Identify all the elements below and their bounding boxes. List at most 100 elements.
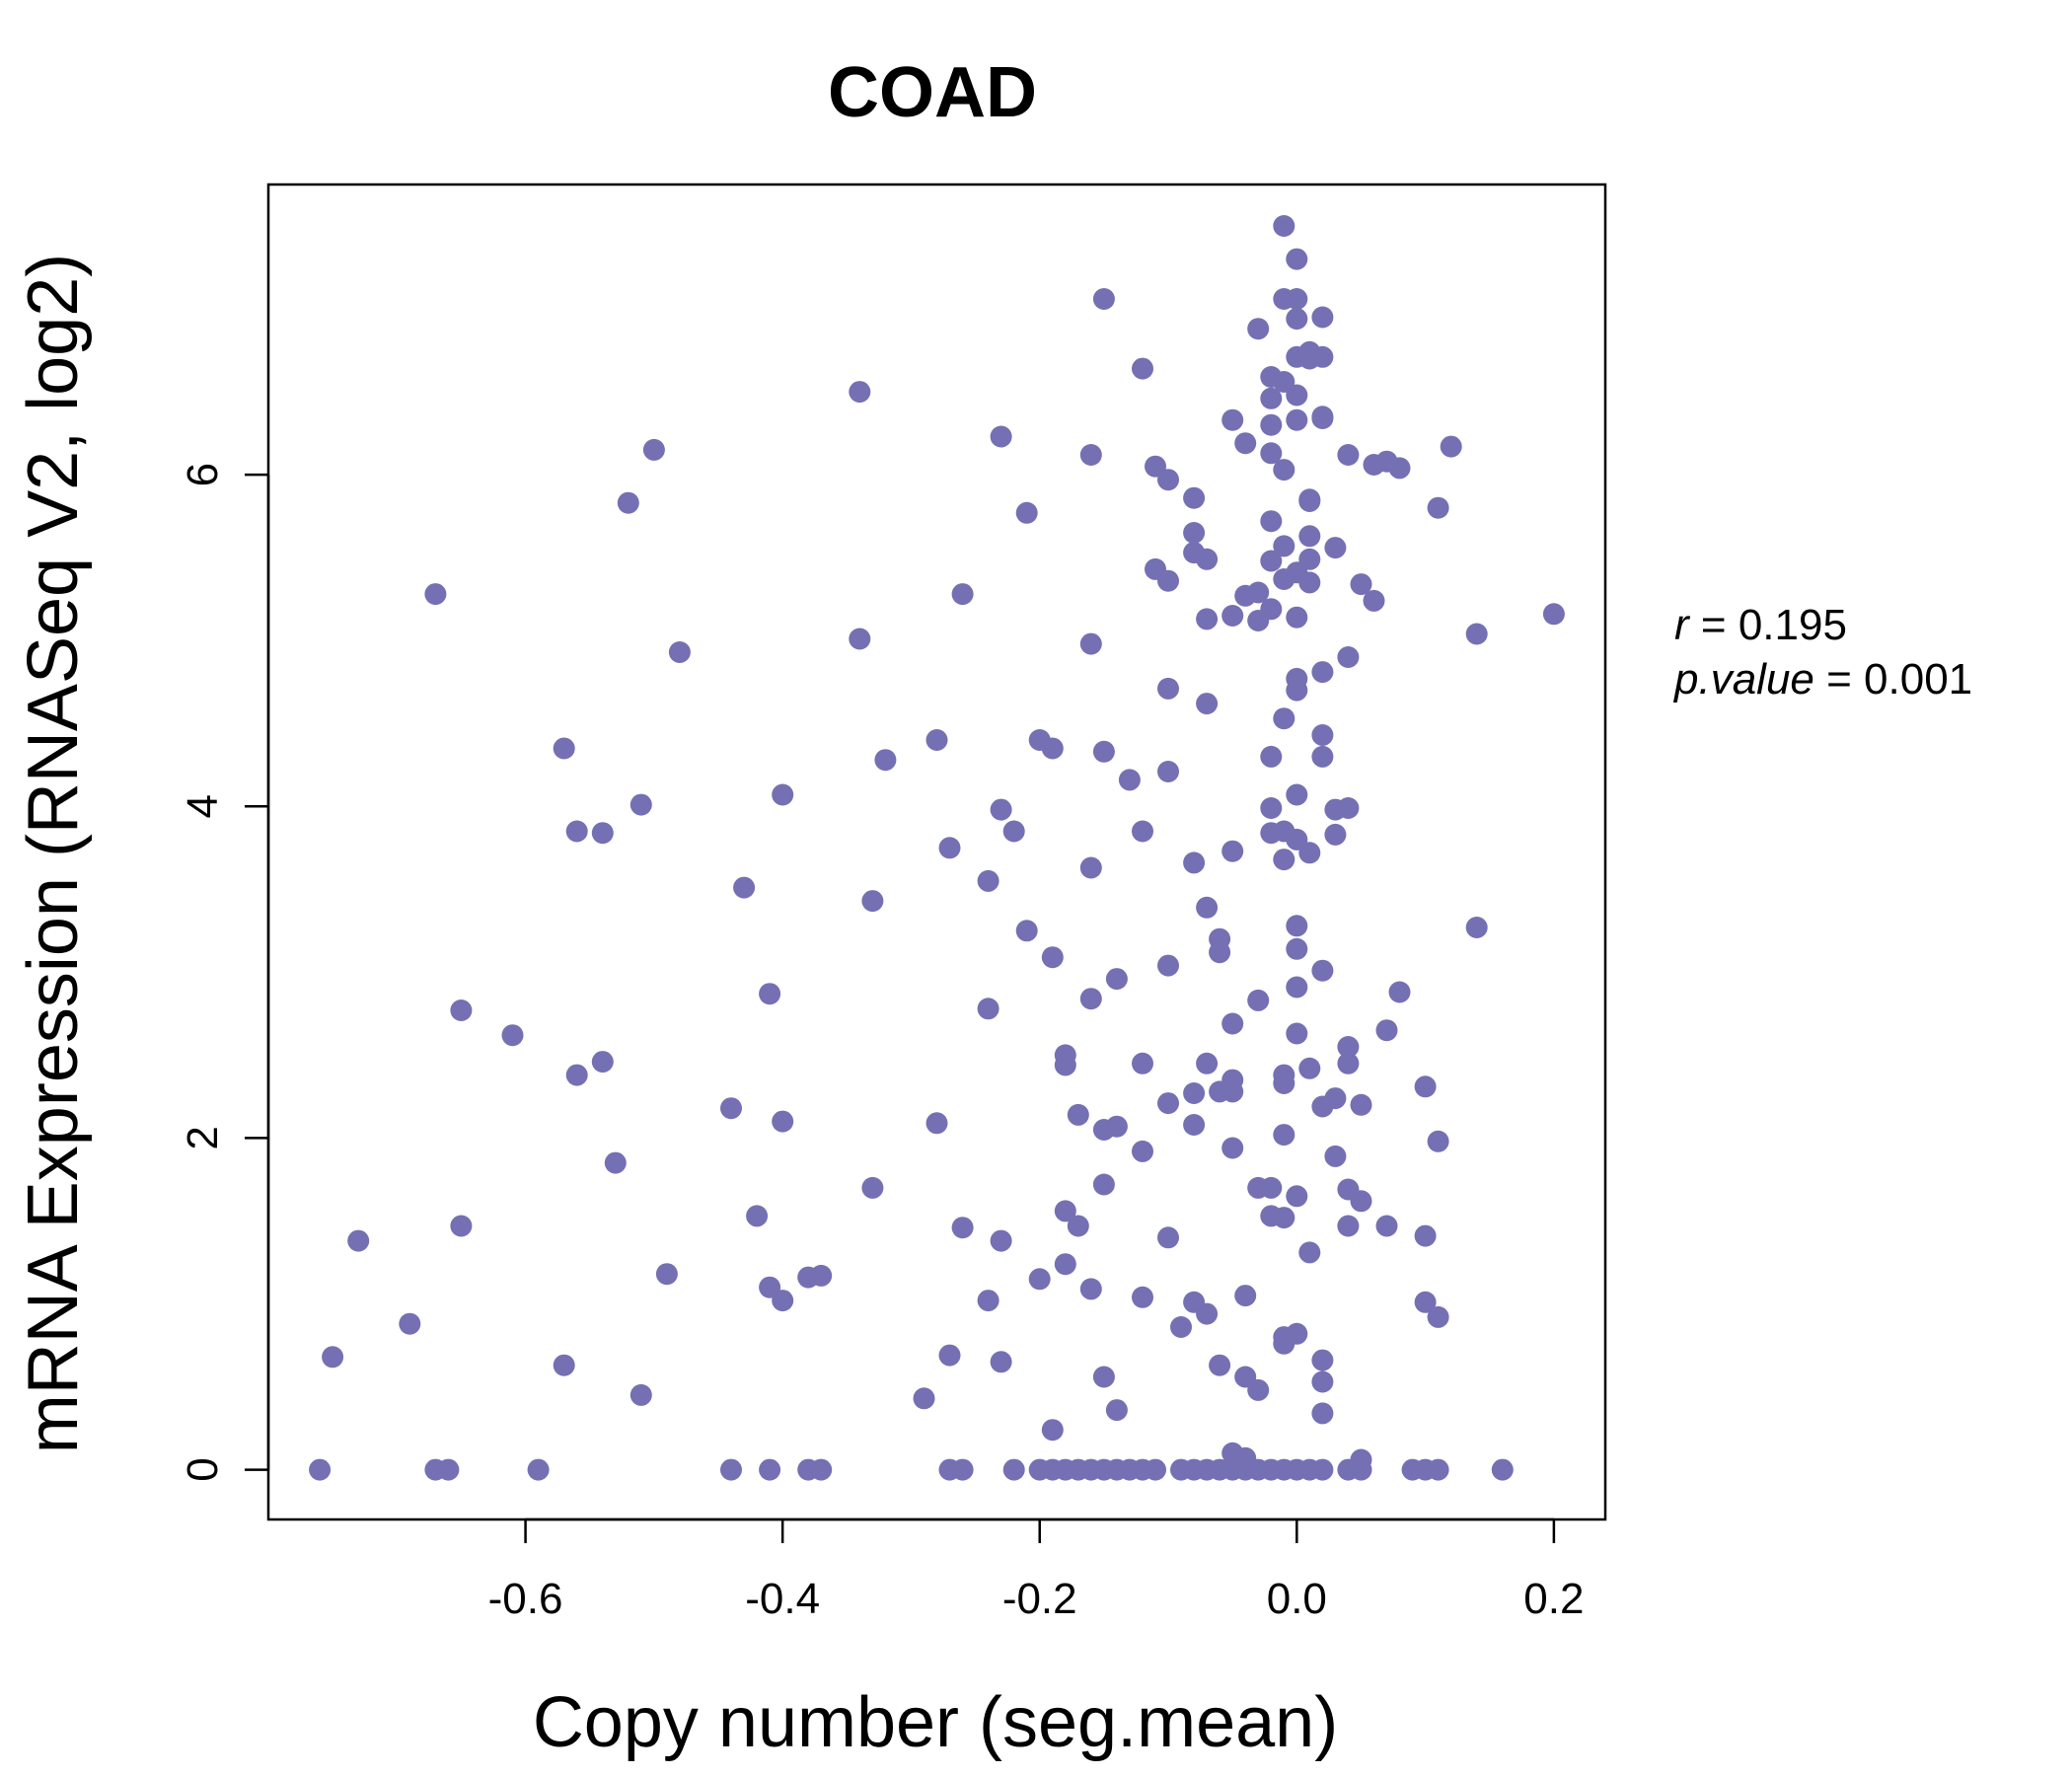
data-point: [1260, 797, 1283, 819]
data-point: [733, 876, 756, 899]
data-point: [1234, 432, 1257, 455]
data-point: [1324, 1145, 1347, 1167]
data-point: [1337, 1215, 1360, 1237]
data-point: [1157, 954, 1179, 977]
data-point: [772, 783, 794, 806]
r-value: 0.195: [1739, 601, 1847, 649]
data-point: [1234, 1446, 1257, 1469]
data-point: [759, 1458, 781, 1481]
data-point: [1157, 1226, 1179, 1249]
correlation-stat: r = 0.195: [1674, 601, 1847, 649]
data-point: [810, 1264, 833, 1287]
data-point: [1311, 1349, 1334, 1371]
data-point: [1105, 1399, 1128, 1422]
data-point: [437, 1458, 460, 1481]
data-point: [527, 1458, 550, 1481]
x-axis: -0.6 -0.4 -0.2 0.0 0.2: [488, 1517, 1584, 1623]
data-point: [1079, 1278, 1102, 1300]
data-point: [1054, 1200, 1076, 1222]
data-point: [1247, 1378, 1270, 1401]
r-equals: =: [1689, 601, 1739, 649]
y-axis: 0 2 4 6: [179, 463, 270, 1482]
data-point: [1209, 1354, 1231, 1376]
data-point: [1273, 215, 1295, 237]
data-point: [1247, 318, 1270, 340]
data-point: [1324, 1087, 1347, 1110]
data-point: [720, 1097, 742, 1120]
data-point: [1350, 1190, 1372, 1213]
p-value: 0.001: [1864, 655, 1972, 703]
data-point: [1324, 537, 1347, 559]
data-point: [1337, 1052, 1360, 1074]
data-point: [1079, 632, 1102, 655]
data-point: [1311, 745, 1334, 768]
data-point: [1183, 851, 1206, 874]
data-point: [1337, 444, 1360, 466]
data-point: [874, 749, 897, 772]
data-point: [1260, 598, 1283, 621]
data-point: [1273, 1124, 1295, 1147]
data-point: [977, 869, 999, 892]
data-point: [759, 983, 781, 1005]
data-point: [347, 1229, 370, 1252]
data-point: [861, 1176, 884, 1199]
data-points: [309, 215, 1565, 1481]
data-point: [1221, 605, 1244, 627]
data-point: [1298, 525, 1321, 548]
data-point: [1221, 1080, 1244, 1103]
data-point: [1298, 1057, 1321, 1079]
chart-title: COAD: [828, 53, 1037, 132]
data-point: [1311, 407, 1334, 429]
data-point: [1363, 589, 1385, 612]
data-point: [1196, 896, 1219, 919]
y-axis-label: mRNA Expression (RNASeq V2, log2): [14, 254, 93, 1453]
data-point: [1311, 345, 1334, 368]
y-tick-label: 6: [179, 463, 227, 486]
data-point: [1324, 823, 1347, 846]
data-point: [1079, 988, 1102, 1010]
data-point: [1388, 457, 1411, 480]
data-point: [1092, 1366, 1115, 1388]
data-point: [1286, 976, 1308, 999]
data-point: [1157, 569, 1179, 592]
data-point: [1286, 248, 1308, 270]
data-point: [913, 1387, 935, 1410]
data-point: [925, 729, 948, 751]
p-equals: =: [1814, 655, 1864, 703]
x-tick-label: -0.4: [745, 1575, 820, 1623]
data-point: [655, 1263, 678, 1286]
data-point: [1260, 745, 1283, 768]
data-point: [1196, 1052, 1219, 1074]
data-point: [1350, 1448, 1372, 1471]
data-point: [1260, 510, 1283, 533]
data-point: [1145, 1458, 1166, 1481]
data-point: [1002, 1458, 1025, 1481]
data-point: [990, 1351, 1012, 1373]
data-point: [1092, 288, 1115, 310]
data-point: [1440, 435, 1462, 458]
data-point: [1273, 849, 1295, 871]
data-point: [1311, 1402, 1334, 1425]
data-point: [1105, 968, 1128, 991]
data-point: [1079, 856, 1102, 879]
data-point: [1286, 1185, 1308, 1208]
y-tick-label: 2: [179, 1126, 227, 1149]
data-point: [1311, 306, 1334, 329]
data-point: [591, 1051, 614, 1073]
data-point: [1196, 693, 1219, 715]
data-point: [1427, 1130, 1449, 1152]
data-point: [1157, 469, 1179, 491]
data-point: [1311, 661, 1334, 684]
data-point: [1260, 1176, 1283, 1199]
data-point: [1247, 989, 1270, 1011]
data-point: [1350, 573, 1372, 596]
data-point: [1183, 486, 1206, 509]
data-point: [1427, 1305, 1449, 1328]
data-point: [1286, 915, 1308, 937]
data-point: [617, 491, 639, 514]
data-point: [772, 1290, 794, 1312]
data-point: [565, 820, 588, 843]
data-point: [1286, 937, 1308, 960]
data-point: [1170, 1316, 1192, 1338]
data-point: [565, 1064, 588, 1086]
